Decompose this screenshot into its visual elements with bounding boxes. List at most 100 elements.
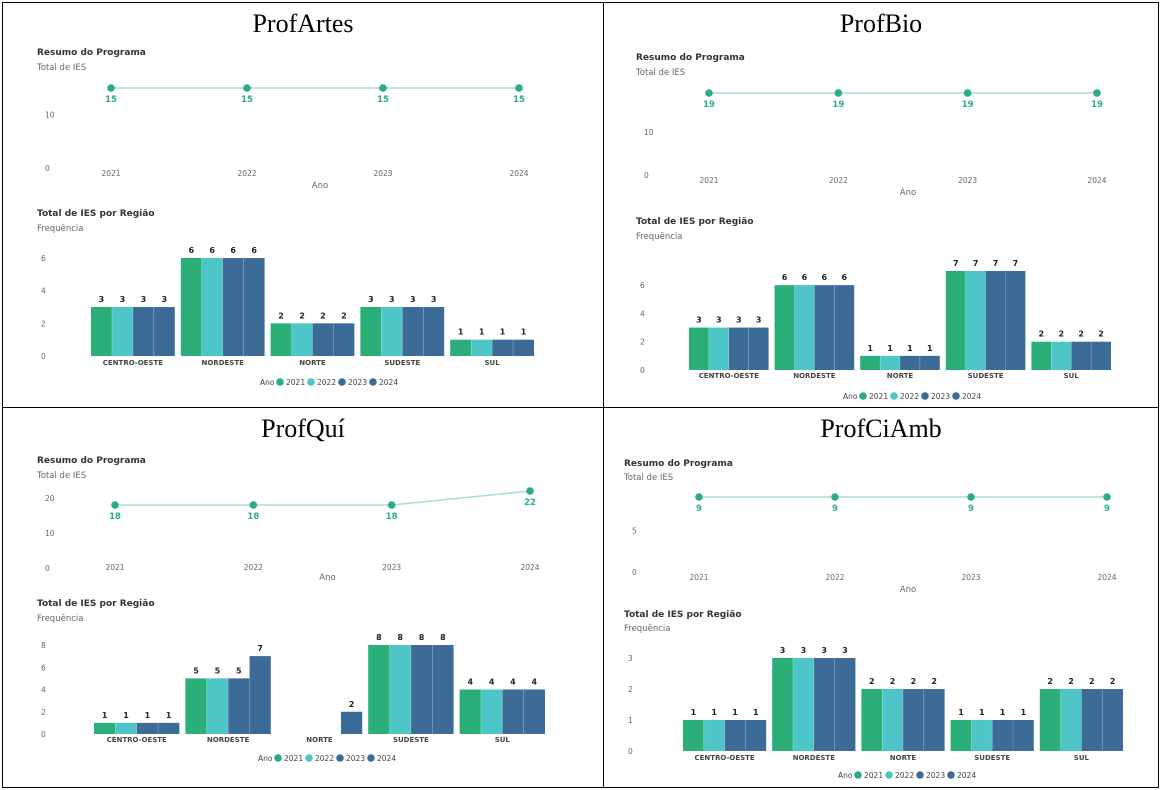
region-subtitle: Frequência (37, 223, 83, 234)
bar (950, 720, 972, 751)
panel-title: ProfCiAmb (820, 414, 942, 443)
x-tick-label: 2024 (1087, 176, 1106, 185)
bar (903, 689, 924, 751)
y-tick-label: 1 (628, 716, 633, 725)
bar (312, 323, 334, 356)
bar-value-label: 3 (716, 316, 722, 325)
bar-value-label: 4 (532, 678, 538, 687)
bar-value-label: 2 (1078, 330, 1084, 339)
legend-swatch (338, 378, 346, 386)
bar-value-label: 2 (890, 677, 896, 686)
y-tick-label: 2 (628, 685, 633, 694)
y-tick-label: 10 (644, 128, 654, 137)
bar-value-label: 3 (756, 316, 762, 325)
legend-swatch (307, 378, 315, 386)
bar (459, 689, 481, 734)
category-label: CENTRO-OESTE (103, 359, 163, 367)
region-subtitle: Frequência (37, 613, 83, 624)
category-label: SUDESTE (393, 736, 429, 744)
x-tick-label: 2022 (829, 176, 848, 185)
bar-value-label: 1 (691, 708, 697, 717)
legend-label: 2023 (926, 771, 945, 780)
bar (1051, 341, 1072, 370)
bar-value-label: 4 (489, 678, 495, 687)
bar (228, 678, 250, 734)
x-axis-title: Ano (312, 181, 328, 191)
bar (480, 689, 503, 734)
bar (249, 656, 271, 734)
panel-profqui: ProfQuí Resumo do Programa Total de IES 0 1… (2, 407, 604, 788)
data-label: 18 (109, 512, 121, 522)
data-point (1103, 493, 1111, 501)
bar (945, 271, 966, 370)
legend-label: 2023 (348, 378, 367, 387)
bar-value-label: 2 (1089, 677, 1095, 686)
data-point (111, 501, 119, 509)
bar (389, 645, 411, 734)
bar-value-label: 1 (145, 711, 151, 720)
data-point (107, 84, 115, 92)
bar-value-label: 5 (215, 666, 221, 675)
legend-swatch (274, 754, 282, 762)
data-label: 15 (105, 95, 117, 105)
bar-value-label: 4 (510, 678, 516, 687)
data-point (515, 84, 523, 92)
legend-swatch (890, 392, 898, 400)
category-label: NORDESTE (207, 736, 250, 744)
bar (402, 307, 424, 356)
y-tick-label: 0 (628, 747, 633, 756)
bar (1039, 689, 1061, 751)
bar-value-label: 2 (1098, 330, 1104, 339)
legend-swatch (952, 392, 960, 400)
bar-value-label: 1 (927, 344, 933, 353)
x-tick-label: 2024 (1097, 573, 1116, 582)
bar-value-label: 2 (1047, 677, 1053, 686)
bar (919, 355, 940, 370)
bar (502, 689, 524, 734)
bar-value-label: 2 (341, 311, 347, 320)
y-tick-label: 4 (640, 309, 645, 318)
category-label: SUL (1064, 372, 1080, 380)
y-tick-label: 20 (45, 494, 55, 503)
data-label: 18 (386, 512, 398, 522)
summary-subtitle: Total de IES (36, 63, 86, 73)
data-point (387, 501, 396, 509)
bar-value-label: 5 (193, 666, 199, 675)
legend-title: Ano (838, 771, 853, 780)
data-label: 15 (377, 95, 389, 105)
bar (1081, 689, 1103, 751)
x-tick-label: 2021 (689, 573, 708, 582)
bar (1071, 341, 1092, 370)
y-tick-label: 0 (41, 730, 46, 739)
bar (834, 285, 855, 370)
x-tick-label: 2024 (520, 563, 539, 572)
region-title: Total de IES por Região (624, 610, 742, 620)
bar-value-label: 8 (397, 633, 403, 642)
y-tick-label: 2 (41, 708, 46, 717)
bar-value-label: 3 (99, 295, 105, 304)
data-label: 9 (968, 504, 974, 514)
bar-value-label: 3 (410, 295, 416, 304)
legend-swatch (305, 754, 313, 762)
bar (748, 327, 769, 370)
panel-profartes: ProfArtes Resumo do Programa Total de IES… (2, 2, 604, 408)
bar-value-label: 1 (979, 708, 985, 717)
legend-swatch (921, 392, 929, 400)
bar-value-label: 3 (368, 295, 374, 304)
data-label: 15 (241, 95, 253, 105)
data-point (967, 493, 975, 501)
region-subtitle: Frequência (624, 623, 670, 634)
x-tick-label: 2023 (382, 563, 401, 572)
x-tick-label: 2023 (961, 573, 980, 582)
bar-value-label: 6 (209, 246, 215, 255)
data-point (526, 487, 534, 495)
bar (291, 323, 313, 356)
bar-value-label: 3 (696, 316, 702, 325)
legend-label: 2021 (864, 771, 883, 780)
bar (513, 339, 534, 356)
data-point (249, 501, 258, 509)
legend-label: 2024 (957, 771, 976, 780)
legend-swatch (854, 771, 862, 779)
